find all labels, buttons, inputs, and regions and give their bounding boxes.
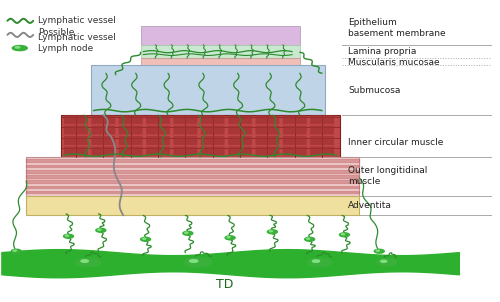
Ellipse shape — [76, 258, 101, 266]
Ellipse shape — [190, 260, 198, 262]
FancyBboxPatch shape — [91, 65, 324, 115]
FancyBboxPatch shape — [283, 146, 306, 156]
Ellipse shape — [268, 230, 278, 234]
Ellipse shape — [184, 258, 212, 267]
Ellipse shape — [12, 46, 27, 51]
FancyBboxPatch shape — [118, 146, 142, 156]
Ellipse shape — [377, 259, 396, 266]
FancyBboxPatch shape — [228, 146, 252, 156]
FancyBboxPatch shape — [92, 146, 116, 156]
Ellipse shape — [140, 237, 150, 241]
Ellipse shape — [16, 47, 20, 48]
Ellipse shape — [306, 238, 310, 239]
FancyBboxPatch shape — [174, 136, 198, 145]
FancyBboxPatch shape — [310, 136, 334, 145]
FancyBboxPatch shape — [201, 126, 224, 135]
FancyBboxPatch shape — [310, 146, 334, 156]
Ellipse shape — [225, 236, 235, 240]
FancyBboxPatch shape — [174, 115, 198, 124]
Ellipse shape — [142, 238, 146, 239]
FancyBboxPatch shape — [256, 136, 280, 145]
Ellipse shape — [270, 231, 272, 232]
Ellipse shape — [66, 235, 68, 236]
FancyBboxPatch shape — [146, 126, 170, 135]
FancyBboxPatch shape — [146, 136, 170, 145]
FancyBboxPatch shape — [118, 126, 142, 135]
FancyBboxPatch shape — [64, 136, 88, 145]
Ellipse shape — [81, 260, 88, 262]
FancyBboxPatch shape — [140, 45, 300, 58]
FancyBboxPatch shape — [256, 115, 280, 124]
Ellipse shape — [227, 236, 230, 238]
FancyBboxPatch shape — [201, 136, 224, 145]
FancyBboxPatch shape — [283, 136, 306, 145]
FancyBboxPatch shape — [283, 115, 306, 124]
FancyBboxPatch shape — [26, 196, 359, 215]
FancyBboxPatch shape — [146, 115, 170, 124]
Text: Outer longitidinal
muscle: Outer longitidinal muscle — [348, 166, 428, 186]
Ellipse shape — [183, 231, 193, 235]
Ellipse shape — [98, 229, 101, 230]
FancyBboxPatch shape — [256, 146, 280, 156]
Text: Inner circular muscle: Inner circular muscle — [348, 138, 444, 147]
Ellipse shape — [96, 228, 106, 232]
Ellipse shape — [304, 237, 314, 241]
Ellipse shape — [342, 234, 344, 235]
FancyBboxPatch shape — [256, 126, 280, 135]
FancyBboxPatch shape — [64, 115, 88, 124]
FancyBboxPatch shape — [64, 126, 88, 135]
Text: TD: TD — [216, 278, 234, 291]
Ellipse shape — [340, 233, 349, 237]
Ellipse shape — [185, 232, 188, 233]
Text: Epithelium
basement membrane: Epithelium basement membrane — [348, 18, 446, 38]
Ellipse shape — [374, 249, 384, 253]
FancyBboxPatch shape — [310, 115, 334, 124]
FancyBboxPatch shape — [310, 126, 334, 135]
Text: Lymphatic vessel: Lymphatic vessel — [38, 16, 116, 25]
FancyBboxPatch shape — [228, 136, 252, 145]
FancyBboxPatch shape — [118, 136, 142, 145]
FancyBboxPatch shape — [201, 146, 224, 156]
Text: Lymph node: Lymph node — [38, 43, 94, 53]
FancyBboxPatch shape — [92, 126, 116, 135]
Text: Muscularis mucosae: Muscularis mucosae — [348, 58, 440, 67]
FancyBboxPatch shape — [201, 115, 224, 124]
FancyBboxPatch shape — [146, 146, 170, 156]
FancyBboxPatch shape — [64, 146, 88, 156]
Text: Adventita: Adventita — [348, 201, 392, 210]
FancyBboxPatch shape — [92, 115, 116, 124]
Ellipse shape — [312, 260, 320, 262]
Text: Submucosa: Submucosa — [348, 86, 401, 95]
Ellipse shape — [12, 249, 22, 253]
Ellipse shape — [376, 250, 380, 251]
Text: Possible: Possible — [38, 28, 74, 37]
FancyBboxPatch shape — [92, 136, 116, 145]
Ellipse shape — [14, 250, 16, 251]
FancyBboxPatch shape — [61, 115, 340, 157]
FancyBboxPatch shape — [174, 126, 198, 135]
FancyBboxPatch shape — [228, 126, 252, 135]
Text: Lamina propria: Lamina propria — [348, 47, 416, 56]
FancyBboxPatch shape — [140, 58, 300, 65]
FancyBboxPatch shape — [283, 126, 306, 135]
FancyBboxPatch shape — [140, 26, 300, 45]
FancyBboxPatch shape — [118, 115, 142, 124]
FancyBboxPatch shape — [174, 146, 198, 156]
Ellipse shape — [381, 260, 386, 262]
Ellipse shape — [64, 234, 74, 238]
FancyBboxPatch shape — [26, 157, 359, 196]
Text: Lymphatic vessel: Lymphatic vessel — [38, 33, 116, 42]
FancyBboxPatch shape — [228, 115, 252, 124]
Ellipse shape — [308, 258, 332, 266]
